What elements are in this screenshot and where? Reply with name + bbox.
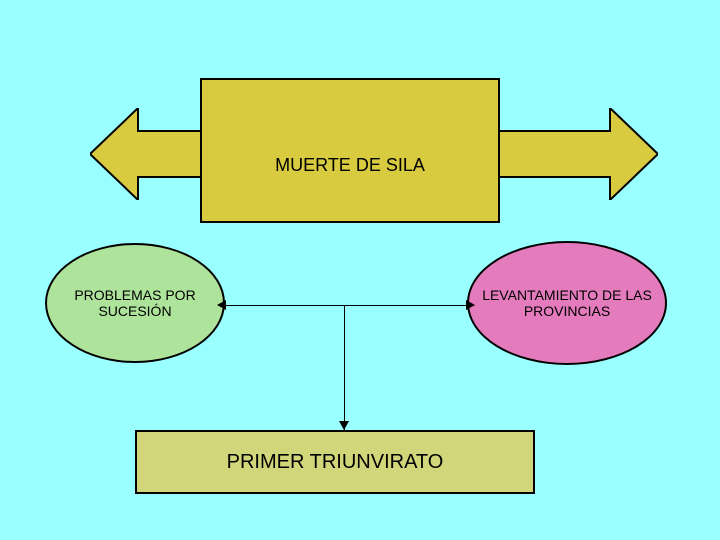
connector-vertical — [344, 305, 345, 430]
top-box: MUERTE DE SILA — [200, 78, 500, 223]
right-ellipse: LEVANTAMIENTO DE LAS PROVINCIAS — [467, 241, 667, 365]
connector-horizontal — [225, 305, 467, 306]
right-arrow-shape — [490, 108, 658, 200]
connector-arrowhead-down — [339, 421, 349, 430]
left-ellipse: PROBLEMAS POR SUCESIÓN — [45, 243, 225, 363]
top-box-label: MUERTE DE SILA — [275, 155, 425, 176]
bottom-box: PRIMER TRIUNVIRATO — [135, 430, 535, 494]
diagram-canvas: MUERTE DE SILA PROBLEMAS POR SUCESIÓN LEVA… — [0, 0, 720, 540]
bottom-box-label: PRIMER TRIUNVIRATO — [227, 451, 444, 474]
connector-arrowhead-left — [217, 300, 226, 310]
connector-arrowhead-right — [466, 300, 475, 310]
left-ellipse-label: PROBLEMAS POR SUCESIÓN — [55, 287, 215, 319]
right-ellipse-label: LEVANTAMIENTO DE LAS PROVINCIAS — [477, 287, 657, 319]
